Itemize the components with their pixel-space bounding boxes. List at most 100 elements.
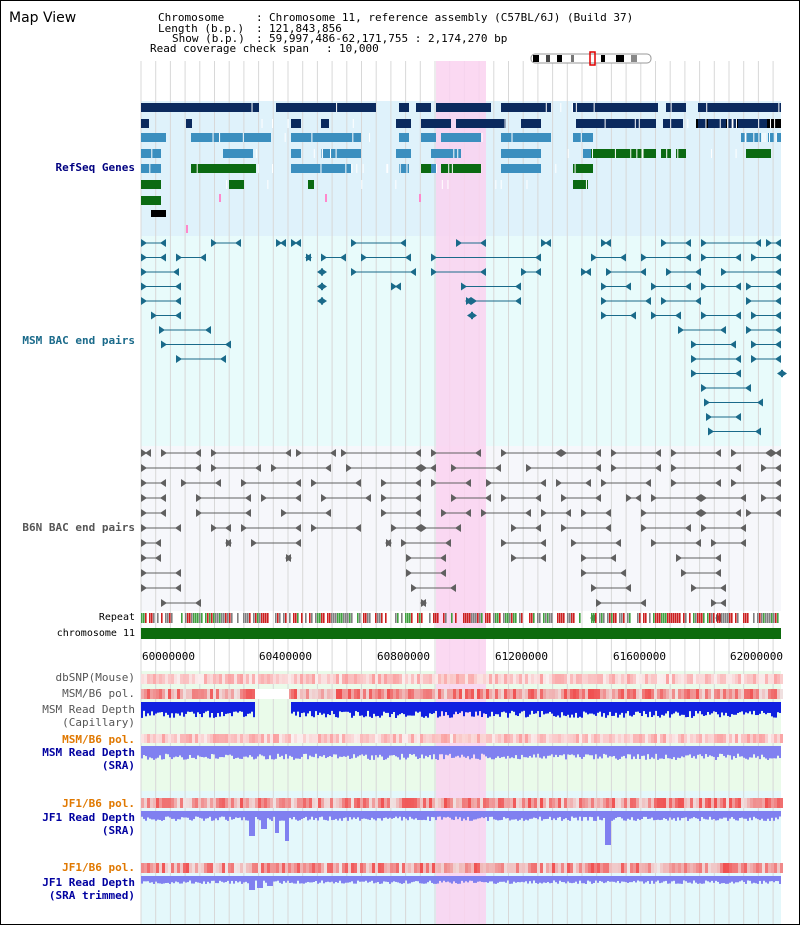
heat-cell <box>561 798 564 808</box>
gene-exon-gap <box>560 103 562 112</box>
heat-cell <box>204 689 207 699</box>
depth-bar <box>677 746 679 758</box>
heat-cell <box>495 734 498 743</box>
heat-cell <box>726 734 729 743</box>
heat-cell <box>384 674 387 684</box>
depth-bar <box>675 876 677 884</box>
depth-bar <box>681 811 683 819</box>
depth-bar <box>493 876 495 884</box>
depth-bar <box>147 746 149 760</box>
depth-bar <box>427 811 429 817</box>
depth-bar <box>341 876 343 884</box>
repeat-mark <box>189 613 191 623</box>
heat-cell <box>711 863 714 873</box>
axis-tick: 60800000 <box>377 650 430 663</box>
depth-bar <box>369 876 371 882</box>
depth-bar <box>541 702 543 712</box>
heat-cell <box>306 689 309 699</box>
depth-bar <box>479 746 481 760</box>
repeat-mark <box>323 613 325 623</box>
heat-cell <box>435 689 438 699</box>
heat-cell <box>243 734 246 743</box>
gene-exon-gap <box>731 119 733 128</box>
repeat-mark <box>223 613 225 623</box>
heat-cell <box>276 863 279 873</box>
heat-cell <box>213 734 216 743</box>
depth-bar <box>667 746 669 759</box>
depth-bar <box>251 811 253 836</box>
repeat-mark <box>561 613 563 623</box>
msm-b6-pol-label-2: MSM/B6 pol. <box>62 733 135 746</box>
depth-bar <box>533 702 535 714</box>
depth-bar <box>665 746 667 755</box>
depth-bar <box>303 746 305 754</box>
heat-cell <box>294 798 297 808</box>
depth-bar <box>179 876 181 884</box>
depth-bar <box>579 746 581 758</box>
depth-bar <box>267 811 269 819</box>
repeat-mark <box>665 613 667 623</box>
depth-bar <box>301 811 303 819</box>
bac-end-marker <box>141 569 147 577</box>
depth-bar <box>177 702 179 714</box>
depth-bar <box>557 702 559 716</box>
depth-bar <box>363 811 365 819</box>
heat-cell <box>447 674 450 684</box>
bac-end-marker <box>651 539 657 547</box>
bac-end-marker <box>691 369 697 378</box>
depth-bar <box>465 746 467 758</box>
depth-bar <box>487 746 489 759</box>
depth-bar <box>637 811 639 819</box>
depth-bar <box>473 702 475 717</box>
gene-exon-gap <box>770 119 772 128</box>
repeat-mark <box>209 613 211 623</box>
heat-cell <box>453 863 456 873</box>
heat-cell <box>711 734 714 743</box>
heat-cell <box>531 674 534 684</box>
depth-bar <box>385 746 387 760</box>
heat-cell <box>159 863 162 873</box>
bac-end-marker <box>196 494 202 502</box>
gene-block <box>151 210 166 217</box>
repeat-mark <box>229 613 231 623</box>
bac-end-marker <box>525 509 531 517</box>
depth-bar <box>487 702 489 718</box>
depth-bar <box>501 746 503 758</box>
heat-cell <box>594 863 597 873</box>
bac-end-marker <box>411 584 417 592</box>
gene-block <box>141 180 161 189</box>
repeat-mark <box>659 613 661 623</box>
bac-end-marker <box>465 509 471 517</box>
depth-bar <box>623 811 625 821</box>
depth-bar <box>419 702 421 712</box>
depth-bar <box>729 876 731 883</box>
heat-cell <box>765 734 768 743</box>
depth-bar <box>379 702 381 718</box>
depth-bar <box>161 811 163 821</box>
gene-marker <box>419 194 421 202</box>
depth-bar <box>705 811 707 820</box>
heat-cell <box>408 689 411 699</box>
depth-bar <box>563 811 565 820</box>
depth-bar <box>609 876 611 882</box>
heat-cell <box>681 674 684 684</box>
heat-cell <box>426 674 429 684</box>
heat-cell <box>564 734 567 743</box>
heat-cell <box>270 734 273 743</box>
heat-cell <box>297 689 300 699</box>
heat-cell <box>666 734 669 743</box>
heat-cell <box>672 674 675 684</box>
depth-bar <box>199 746 201 757</box>
depth-bar <box>341 811 343 821</box>
heat-cell <box>222 734 225 743</box>
gene-marker <box>325 194 327 202</box>
depth-bar <box>157 702 159 713</box>
depth-bar <box>643 876 645 884</box>
heat-cell <box>657 674 660 684</box>
heat-cell <box>243 689 246 699</box>
depth-bar <box>341 702 343 713</box>
heat-cell <box>429 863 432 873</box>
depth-bar <box>387 811 389 819</box>
depth-bar <box>765 702 767 715</box>
